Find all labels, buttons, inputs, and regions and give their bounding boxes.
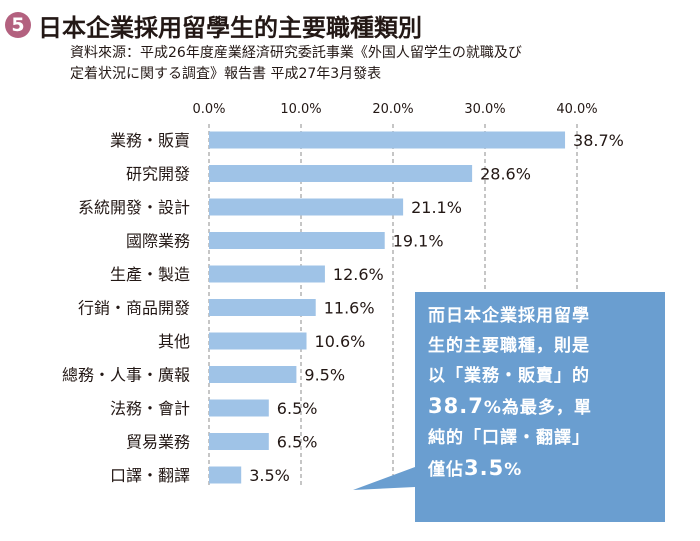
value-label: 11.6% [324, 299, 375, 318]
callout-line-1: 而日本企業採用留學 [428, 306, 590, 326]
source-line-1: 資料來源：平成26年度産業経済研究委託事業《外国人留学生の就職及び [70, 45, 522, 61]
callout-bubble [353, 292, 665, 522]
callout-line-6: 僅佔3.5% [428, 453, 660, 485]
category-label: 法務・會計 [110, 399, 190, 418]
bar [209, 232, 385, 249]
x-tick-label: 10.0% [280, 102, 321, 117]
category-label: 行銷・商品開發 [78, 299, 190, 318]
bar [209, 399, 269, 417]
category-label: 口譯・翻譯 [110, 466, 190, 485]
value-label: 28.6% [480, 165, 531, 184]
value-label: 6.5% [277, 433, 318, 452]
chart-title: 日本企業採用留學生的主要職種類別 [38, 14, 422, 42]
bar [209, 131, 566, 149]
category-label: 其他 [158, 332, 190, 351]
bar [209, 198, 404, 216]
value-label: 6.5% [277, 399, 318, 418]
x-tick-label: 40.0% [556, 102, 597, 117]
callout-line-6-post: % [504, 460, 523, 480]
x-tick-label: 20.0% [372, 102, 413, 117]
value-label: 38.7% [573, 131, 624, 150]
category-label: 系統開發・設計 [78, 198, 190, 217]
x-tick-label: 30.0% [464, 102, 505, 117]
x-tick-label: 0.0% [192, 102, 225, 117]
callout-line-4-rest: %為最多，單 [483, 398, 592, 418]
section-number-badge: 5 [5, 12, 31, 38]
callout-highlight-max: 38.7 [428, 394, 484, 418]
source-line-2: 定着状況に関する調査》報告書 平成27年3月發表 [70, 66, 382, 82]
callout-line-4: 38.7%為最多，單 [428, 391, 660, 423]
bar [209, 265, 325, 283]
category-label: 業務・販賣 [110, 131, 190, 150]
value-label: 19.1% [393, 232, 444, 251]
category-label: 貿易業務 [126, 433, 190, 452]
callout-line-5: 純的「口譯・翻譯」 [428, 428, 590, 448]
callout-highlight-min: 3.5 [464, 456, 505, 480]
category-label: 生產・製造 [110, 265, 190, 284]
callout-line-2: 生的主要職種，則是 [428, 336, 590, 356]
callout-text: 而日本企業採用留學 生的主要職種，則是 以「業務・販賣」的 38.7%為最多，單… [428, 301, 660, 485]
callout-line-6-pre: 僅佔 [428, 460, 464, 480]
value-label: 3.5% [249, 466, 290, 485]
category-label: 國際業務 [126, 232, 190, 251]
bar [209, 466, 242, 484]
callout-shape [353, 292, 665, 522]
bar [209, 165, 473, 182]
bar [209, 332, 307, 350]
bar [209, 366, 297, 383]
value-label: 10.6% [315, 332, 366, 351]
value-label: 12.6% [333, 265, 384, 284]
value-label: 21.1% [411, 198, 462, 217]
source-note: 資料來源：平成26年度産業経済研究委託事業《外国人留学生の就職及び 定着状況に関… [70, 43, 670, 85]
category-label: 總務・人事・廣報 [62, 366, 190, 385]
value-label: 9.5% [304, 366, 345, 385]
bar [209, 433, 269, 450]
callout-line-3: 以「業務・販賣」的 [428, 366, 590, 386]
category-label: 研究開發 [126, 165, 190, 184]
bar [209, 299, 316, 316]
